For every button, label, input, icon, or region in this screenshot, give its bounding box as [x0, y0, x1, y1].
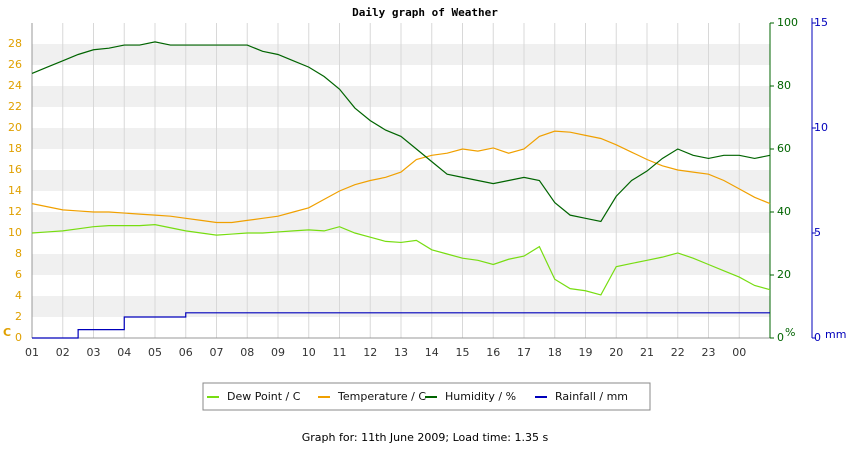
x-tick-label: 06	[179, 346, 193, 359]
y-tick-label: 26	[8, 58, 22, 71]
y-tick-label: 10	[8, 226, 22, 239]
series-line	[31, 223, 771, 296]
x-tick-label: 20	[609, 346, 623, 359]
y2-unit: %	[785, 326, 795, 339]
y-tick-label: 14	[8, 184, 22, 197]
series-line	[31, 130, 771, 224]
series-line	[32, 312, 770, 339]
y2-tick-label: 80	[777, 79, 791, 92]
y3-unit: mm	[825, 328, 846, 341]
y3-tick-label: 15	[814, 16, 828, 29]
y3-tick-label: 0	[814, 331, 821, 344]
y2-tick-label: 20	[777, 268, 791, 281]
x-tick-label: 07	[210, 346, 224, 359]
y-unit: C	[3, 326, 11, 339]
y-tick-label: 12	[8, 205, 22, 218]
y-tick-label: 4	[15, 289, 22, 302]
y-tick-label: 28	[8, 37, 22, 50]
y-tick-label: 16	[8, 163, 22, 176]
y-tick-label: 0	[15, 331, 22, 344]
x-tick-label: 05	[148, 346, 162, 359]
y2-tick-label: 0	[777, 331, 784, 344]
legend-label: Humidity / %	[445, 390, 516, 403]
y2-tick-label: 60	[777, 142, 791, 155]
x-tick-label: 10	[302, 346, 316, 359]
x-tick-label: 16	[486, 346, 500, 359]
y-tick-label: 8	[15, 247, 22, 260]
y3-tick-label: 5	[814, 226, 821, 239]
x-tick-label: 15	[456, 346, 470, 359]
x-tick-label: 11	[333, 346, 347, 359]
y-tick-label: 22	[8, 100, 22, 113]
y-tick-label: 24	[8, 79, 22, 92]
x-tick-label: 13	[394, 346, 408, 359]
x-tick-label: 22	[671, 346, 685, 359]
plot-area: 01 02 03 04 05 06 07 08 09 10 11 12 13 14 15 16 17 18 19 20…	[3, 16, 846, 359]
legend-label: Temperature / C	[337, 390, 426, 403]
y-tick-label: 18	[8, 142, 22, 155]
x-tick-label: 14	[425, 346, 439, 359]
x-tick-label: 01	[25, 346, 39, 359]
x-tick-label: 08	[240, 346, 254, 359]
x-tick-label: 12	[363, 346, 377, 359]
x-tick-label: 19	[579, 346, 593, 359]
y-tick-label: 6	[15, 268, 22, 281]
legend-label: Rainfall / mm	[555, 390, 628, 403]
x-tick-label: 17	[517, 346, 531, 359]
x-tick-label: 02	[56, 346, 70, 359]
y3-tick-label: 10	[814, 121, 828, 134]
series-line	[31, 41, 771, 223]
x-tick-label: 18	[548, 346, 562, 359]
x-tick-label: 09	[271, 346, 285, 359]
x-tick-label: 21	[640, 346, 654, 359]
legend: Dew Point / C Temperature / C Humidity / %…	[207, 390, 628, 403]
y2-tick-label: 40	[777, 205, 791, 218]
footer: Graph for: 11th June 2009; Load time: 1.…	[302, 431, 549, 444]
chart-title: Daily graph of Weather	[352, 6, 498, 19]
legend-label: Dew Point / C	[227, 390, 301, 403]
x-tick-label: 00	[732, 346, 746, 359]
y-tick-label: 2	[15, 310, 22, 323]
x-tick-label: 23	[702, 346, 716, 359]
x-tick-label: 04	[117, 346, 131, 359]
y-tick-label: 20	[8, 121, 22, 134]
x-tick-label: 03	[87, 346, 101, 359]
y2-tick-label: 100	[777, 16, 798, 29]
